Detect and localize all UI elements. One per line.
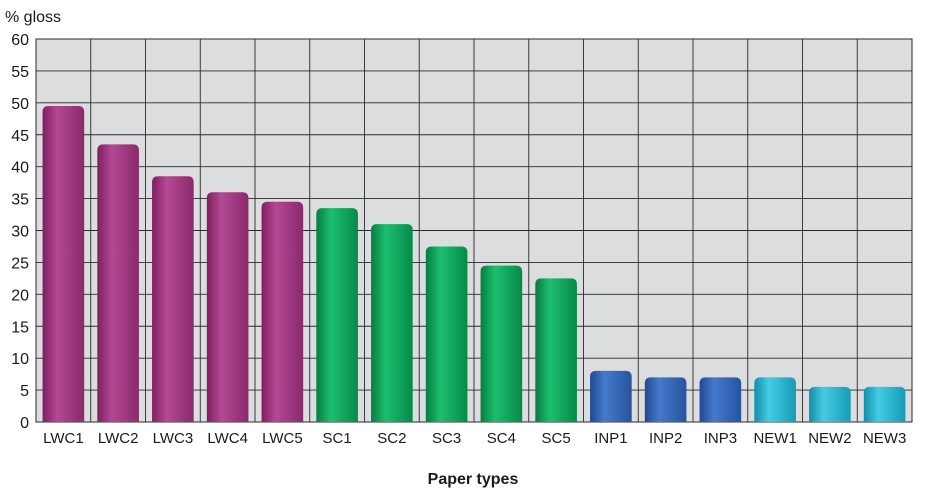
x-tick-label: INP2: [649, 430, 682, 447]
y-tick-label: 55: [11, 64, 29, 81]
y-tick-label: 35: [11, 192, 29, 209]
bar-new2: [809, 386, 851, 422]
x-tick-label: SC5: [542, 430, 571, 447]
y-tick-label: 60: [11, 32, 29, 49]
bar-sc1: [316, 208, 358, 422]
bar-sc5: [535, 278, 577, 422]
x-tick-label: INP1: [594, 430, 627, 447]
bar-lwc3: [152, 176, 194, 422]
y-tick-label: 40: [11, 160, 29, 177]
y-tick-label: 50: [11, 96, 29, 113]
x-tick-label: SC1: [323, 430, 352, 447]
x-axis-title: Paper types: [428, 471, 519, 488]
y-tick-label: 20: [11, 287, 29, 304]
y-axis-title: % gloss: [5, 9, 61, 26]
x-tick-label: LWC4: [207, 430, 248, 447]
bar-inp2: [644, 377, 687, 422]
y-tick-label: 10: [11, 351, 29, 368]
x-tick-label: NEW3: [863, 430, 906, 447]
bar-lwc2: [97, 144, 139, 422]
y-tick-label: 0: [20, 415, 29, 432]
bar-lwc1: [42, 106, 85, 423]
x-tick-label: SC4: [487, 430, 516, 447]
bar-sc4: [480, 265, 523, 422]
x-tick-label: LWC1: [43, 430, 84, 447]
bar-lwc4: [206, 192, 249, 422]
bar-inp3: [699, 377, 742, 422]
y-tick-labels: 0 5 10 15 20 25 30 35 40 45 50 55 60: [11, 32, 29, 432]
bars: [42, 106, 906, 423]
bar-new3: [863, 386, 906, 422]
bar-sc3: [425, 246, 468, 422]
y-tick-label: 30: [11, 224, 29, 241]
x-tick-label: SC2: [377, 430, 406, 447]
y-tick-label: 5: [20, 383, 29, 400]
x-tick-label: NEW2: [808, 430, 851, 447]
bar-lwc5: [261, 201, 304, 422]
y-tick-label: 15: [11, 319, 29, 336]
y-tick-label: 25: [11, 255, 29, 272]
x-tick-label: LWC3: [153, 430, 194, 447]
x-tick-label: INP3: [704, 430, 737, 447]
bar-inp1: [590, 370, 632, 422]
x-tick-label: NEW1: [753, 430, 796, 447]
x-tick-label: SC3: [432, 430, 461, 447]
x-tick-label: LWC2: [98, 430, 139, 447]
x-tick-label: LWC5: [262, 430, 303, 447]
bar-sc2: [371, 224, 413, 422]
y-tick-label: 45: [11, 128, 29, 145]
bar-new1: [754, 377, 796, 422]
x-tick-labels: LWC1 LWC2 LWC3 LWC4 LWC5 SC1 SC2 SC3 SC4 SC5 INP1 I…: [43, 430, 906, 447]
